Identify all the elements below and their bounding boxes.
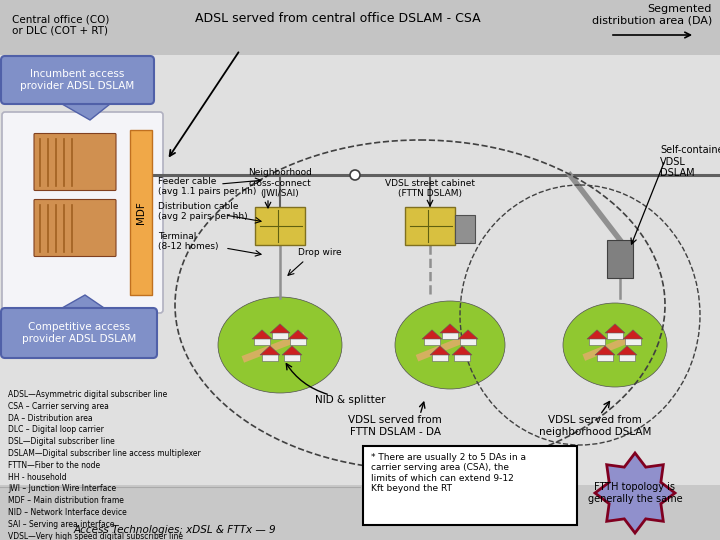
Text: FTTH topology is
generally the same: FTTH topology is generally the same — [588, 482, 683, 504]
Bar — [272, 331, 288, 339]
Polygon shape — [605, 324, 625, 333]
Bar — [290, 337, 306, 345]
Ellipse shape — [395, 301, 505, 389]
Text: Drop wire: Drop wire — [298, 248, 341, 257]
Text: Central office (CO)
or DLC (COT + RT): Central office (CO) or DLC (COT + RT) — [12, 14, 109, 36]
Bar — [255, 207, 305, 245]
FancyArrow shape — [241, 332, 306, 363]
Text: Competitive access
provider ADSL DSLAM: Competitive access provider ADSL DSLAM — [22, 322, 136, 344]
Polygon shape — [458, 330, 478, 339]
Polygon shape — [55, 100, 115, 120]
Polygon shape — [617, 346, 637, 355]
Text: Access Technologies; xDSL & FTTx — 9: Access Technologies; xDSL & FTTx — 9 — [73, 525, 276, 535]
Text: Terminal
(8-12 homes): Terminal (8-12 homes) — [158, 232, 218, 252]
FancyArrow shape — [582, 333, 637, 361]
Bar — [442, 331, 458, 339]
Bar — [607, 240, 633, 278]
Text: Self-contained
VDSL
DSLAM: Self-contained VDSL DSLAM — [660, 145, 720, 178]
Bar — [0, 0, 720, 55]
Polygon shape — [252, 330, 272, 339]
Polygon shape — [623, 330, 643, 339]
Polygon shape — [452, 346, 472, 355]
Text: Feeder cable
(avg 1.1 pairs per hh): Feeder cable (avg 1.1 pairs per hh) — [158, 177, 256, 197]
Bar — [0, 485, 720, 540]
FancyBboxPatch shape — [34, 199, 116, 256]
Bar — [284, 353, 300, 361]
Polygon shape — [595, 346, 615, 355]
Bar — [262, 353, 278, 361]
FancyArrow shape — [415, 333, 473, 361]
Bar — [607, 331, 623, 339]
FancyBboxPatch shape — [363, 446, 577, 525]
Polygon shape — [282, 346, 302, 355]
Bar — [432, 353, 448, 361]
Text: VDSL street cabinet
(FTTN DSLAM): VDSL street cabinet (FTTN DSLAM) — [385, 179, 475, 198]
Ellipse shape — [218, 297, 342, 393]
Polygon shape — [270, 324, 290, 333]
FancyBboxPatch shape — [34, 133, 116, 191]
Circle shape — [350, 170, 360, 180]
Polygon shape — [430, 346, 450, 355]
Polygon shape — [587, 330, 607, 339]
Bar — [454, 353, 470, 361]
Bar — [619, 353, 635, 361]
Bar — [254, 337, 270, 345]
Bar — [455, 215, 475, 243]
Text: ADSL served from central office DSLAM - CSA: ADSL served from central office DSLAM - … — [195, 12, 481, 25]
Bar — [589, 337, 605, 345]
Ellipse shape — [563, 303, 667, 387]
Bar — [625, 337, 641, 345]
Text: NID & splitter: NID & splitter — [315, 395, 385, 405]
Text: Segmented
distribution area (DA): Segmented distribution area (DA) — [592, 4, 712, 25]
Polygon shape — [55, 295, 110, 312]
Polygon shape — [260, 346, 280, 355]
Bar — [405, 207, 455, 245]
Text: Neighborhood
cross-connect
(JWI/SAI): Neighborhood cross-connect (JWI/SAI) — [248, 168, 312, 198]
Text: VDSL served from
neighborhood DSLAM: VDSL served from neighborhood DSLAM — [539, 415, 651, 437]
Bar — [460, 337, 476, 345]
Bar — [130, 130, 152, 295]
Text: Incumbent access
provider ADSL DSLAM: Incumbent access provider ADSL DSLAM — [20, 69, 134, 91]
Text: VDSL served from
FTTN DSLAM - DA: VDSL served from FTTN DSLAM - DA — [348, 415, 442, 437]
Bar — [0, 55, 720, 485]
Bar — [597, 353, 613, 361]
FancyBboxPatch shape — [1, 308, 157, 358]
Bar — [424, 337, 440, 345]
Polygon shape — [422, 330, 442, 339]
Text: Distribution cable
(avg 2 pairs per hh): Distribution cable (avg 2 pairs per hh) — [158, 202, 248, 221]
Text: * There are usually 2 to 5 DAs in a
carrier serving area (CSA), the
limits of wh: * There are usually 2 to 5 DAs in a carr… — [371, 453, 526, 493]
FancyBboxPatch shape — [2, 112, 163, 313]
FancyBboxPatch shape — [1, 56, 154, 104]
Polygon shape — [288, 330, 308, 339]
Text: ADSL—Asymmetric digital subscriber line
CSA – Carrier serving area
DA – Distribu: ADSL—Asymmetric digital subscriber line … — [8, 390, 201, 540]
Polygon shape — [440, 324, 460, 333]
Text: MDF: MDF — [136, 201, 146, 225]
Polygon shape — [595, 453, 675, 533]
